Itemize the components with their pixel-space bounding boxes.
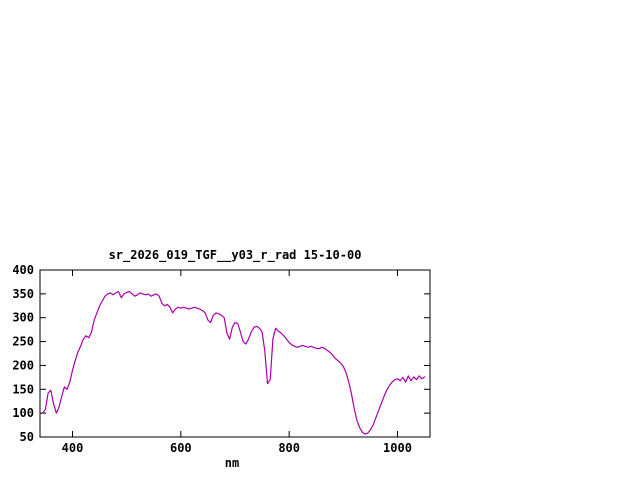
x-tick-label: 400 bbox=[62, 441, 84, 455]
y-tick-label: 100 bbox=[12, 406, 34, 420]
y-tick-label: 250 bbox=[12, 335, 34, 349]
y-tick-label: 300 bbox=[12, 311, 34, 325]
y-tick-label: 50 bbox=[20, 430, 34, 444]
x-tick-label: 1000 bbox=[383, 441, 412, 455]
y-tick-label: 350 bbox=[12, 287, 34, 301]
chart-title: sr_2026_019_TGF__y03_r_rad 15-10-00 bbox=[109, 248, 362, 263]
x-axis-label: nm bbox=[225, 456, 239, 470]
plot-border bbox=[39, 269, 431, 438]
y-tick-label: 150 bbox=[12, 382, 34, 396]
spectrum-line bbox=[42, 290, 426, 435]
x-tick-label: 600 bbox=[170, 441, 192, 455]
x-tick-label: 800 bbox=[278, 441, 300, 455]
y-tick-label: 200 bbox=[12, 358, 34, 372]
y-tick-label: 400 bbox=[12, 263, 34, 277]
